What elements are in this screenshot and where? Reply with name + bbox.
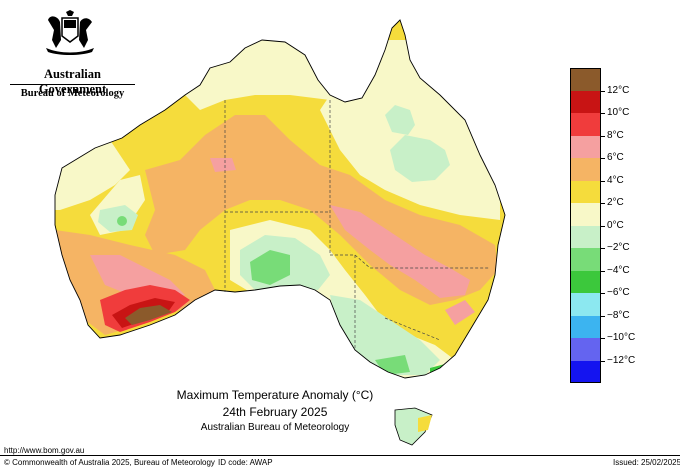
government-logo: Australian Government Bureau of Meteorol… [10, 10, 135, 99]
legend-tick [601, 225, 605, 227]
legend-tick [601, 338, 605, 339]
issued-date: Issued: 25/02/2025 [613, 458, 680, 467]
legend-label: −2°C [607, 242, 630, 253]
legend-tick [601, 315, 605, 317]
legend-swatch [570, 158, 601, 181]
legend-label: −4°C [607, 264, 630, 276]
legend-swatch [570, 270, 601, 293]
legend-tick [601, 135, 605, 137]
legend-tick [601, 270, 605, 272]
government-name: Australian Government [38, 67, 107, 96]
legend-label: 8°C [607, 129, 624, 141]
legend-swatch [570, 315, 601, 338]
legend-swatch [570, 293, 601, 316]
legend-label: 10°C [607, 107, 630, 118]
legend-swatch [570, 248, 601, 271]
legend-tick [601, 158, 605, 159]
legend-swatch [570, 225, 601, 248]
legend-tick [601, 203, 605, 204]
legend-tick [601, 293, 605, 294]
legend-swatch [570, 180, 601, 203]
legend-label: 2°C [607, 197, 624, 208]
map-source: Australian Bureau of Meteorology [200, 422, 350, 433]
legend-label: 6°C [607, 152, 624, 163]
legend-tick [601, 180, 605, 182]
legend-label: −10°C [607, 332, 636, 343]
legend-tick [601, 360, 605, 362]
legend-swatch [570, 203, 601, 226]
copyright-text: © Commonwealth of Australia 2025, Bureau… [4, 458, 215, 467]
legend-label: −8°C [607, 309, 630, 321]
legend-label: 4°C [607, 174, 624, 186]
legend-swatch [570, 90, 601, 113]
legend-label: −6°C [607, 287, 630, 298]
agency-name: Bureau of Meteorology [20, 88, 125, 99]
legend-label: 12°C [607, 84, 630, 96]
legend-swatch [570, 135, 601, 158]
legend-swatch [570, 338, 601, 361]
legend-swatch [570, 113, 601, 136]
legend-tick [601, 248, 605, 249]
legend-label: −12°C [607, 354, 636, 366]
website-url: http://www.bom.gov.au [4, 446, 85, 455]
legend-tick [601, 90, 605, 92]
legend-tick [601, 113, 605, 114]
legend-label: 0°C [607, 219, 624, 231]
legend-swatch [570, 68, 601, 91]
map-title: Maximum Temperature Anomaly (°C) [176, 388, 374, 402]
coat-of-arms-icon [46, 10, 94, 55]
footer-divider [0, 455, 680, 456]
id-code: ID code: AWAP [218, 458, 273, 467]
map-date: 24th February 2025 [222, 405, 328, 419]
logo-divider [10, 84, 135, 85]
legend-swatch [570, 360, 601, 383]
